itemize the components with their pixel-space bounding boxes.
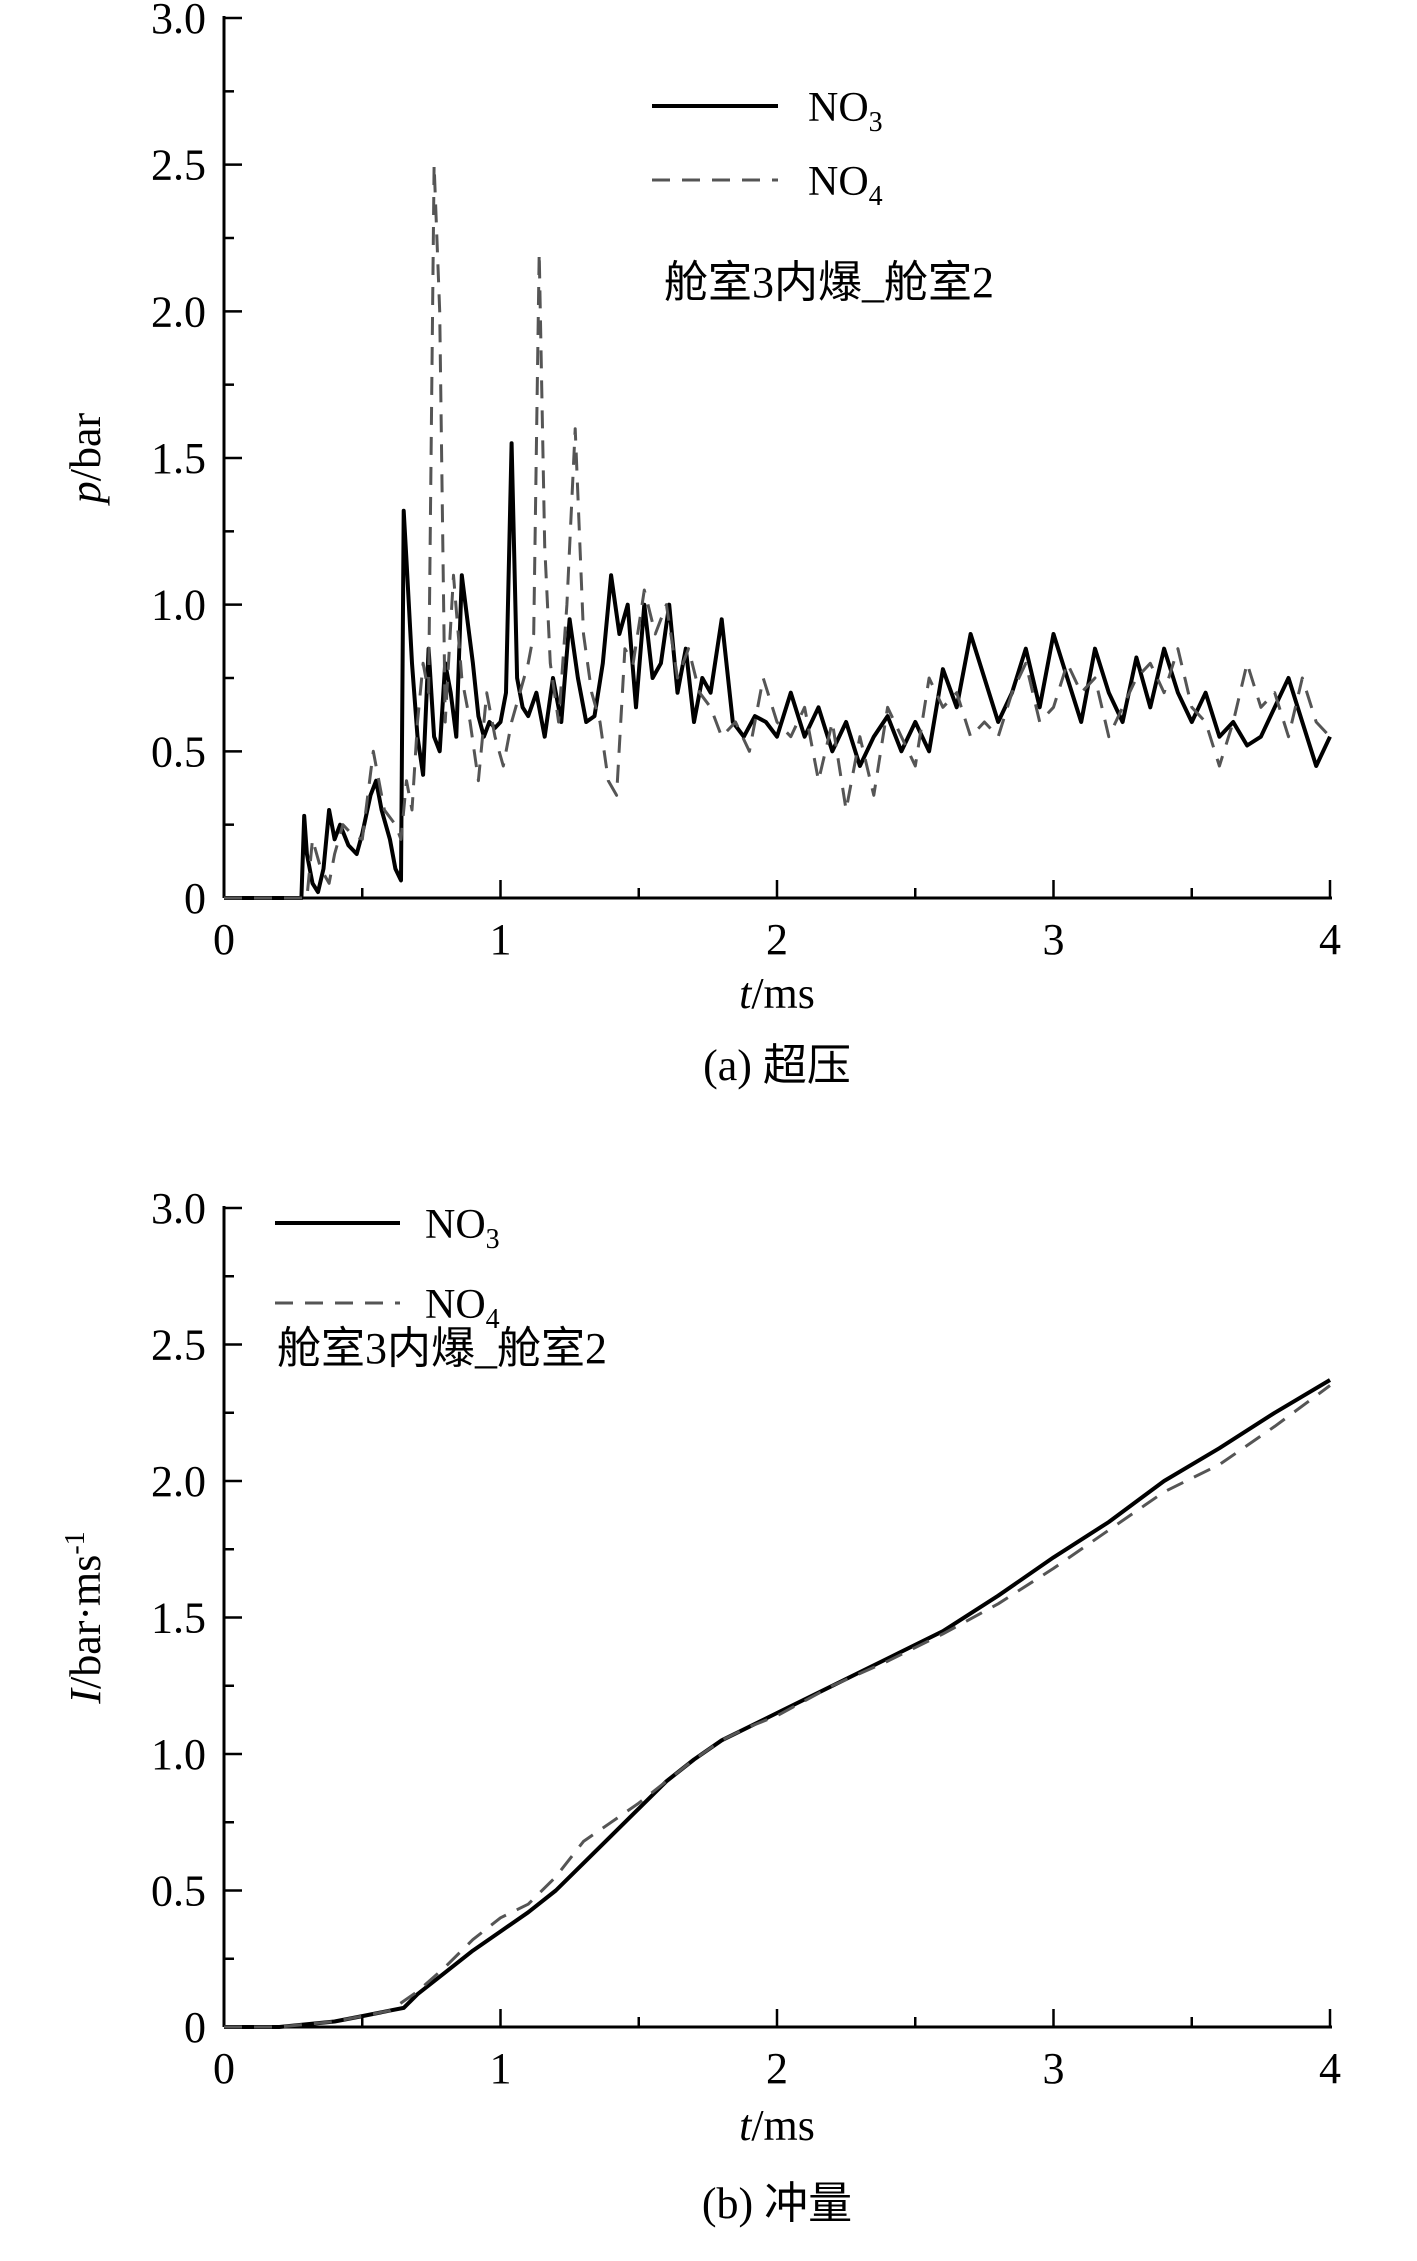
- axes: 0 0.5 1.0 1.5 2.0 2.5 3.0 0 1 2 3 4: [151, 0, 1341, 964]
- x-axis-var: t: [739, 969, 753, 1018]
- chart-panel-b: 0 0.5 1.0 1.5 2.0 2.5 3.0 0 1 2 3 4 t/ms I/bar·ms-1 NO…: [60, 1184, 1341, 2228]
- figure-caption: (b) 冲量: [702, 2179, 852, 2228]
- y-tick-label: 0.5: [151, 727, 206, 776]
- series-line-no4: [224, 1384, 1331, 2029]
- x-tick-label: 4: [1319, 915, 1341, 964]
- y-tick-label: 2.0: [151, 1457, 206, 1506]
- x-tick-label: 3: [1043, 915, 1065, 964]
- y-axis-unit-sup: -1: [60, 1531, 91, 1554]
- y-tick-label: 1.0: [151, 1730, 206, 1779]
- y-tick-label: 2.5: [151, 141, 206, 190]
- chart-panel-a: 00.51.01.52.02.53.00 1 2 3 4t/msp/barNO3NO4舱…: [61, 0, 1341, 1090]
- x-axis-unit: /ms: [751, 2101, 815, 2150]
- legend-label-no3: NO3: [425, 1202, 500, 1255]
- y-tick-label: 2.5: [151, 1321, 206, 1370]
- x-tick-label: 2: [766, 2044, 788, 2093]
- legend: NO3 NO4: [275, 1202, 500, 1335]
- figure-caption: (a) 超压: [703, 1041, 851, 1090]
- y-tick-label: 3.0: [151, 1184, 206, 1233]
- y-axis-title: p/bar: [61, 412, 110, 506]
- y-axis-unit: /bar·ms: [61, 1555, 110, 1689]
- y-axis-var: p: [61, 481, 110, 506]
- y-tick-label: 0.5: [151, 1867, 206, 1916]
- series-line-no4: [224, 163, 1332, 900]
- x-tick-label: 0: [213, 2044, 235, 2093]
- x-tick-label: 3: [1043, 2044, 1065, 2093]
- x-tick-label: 1: [490, 915, 512, 964]
- y-axis-title: I/bar·ms-1: [60, 1531, 110, 1704]
- x-tick-label: 1: [490, 2044, 512, 2093]
- x-axis-unit: /ms: [751, 969, 815, 1018]
- series-line-no3: [224, 441, 1332, 900]
- y-tick-label: 0: [184, 874, 206, 923]
- series-line-no3: [224, 1378, 1332, 2029]
- x-tick-label: 0: [213, 915, 235, 964]
- chart-annotation: 舱室3内爆_舱室2: [664, 258, 994, 307]
- x-axis-var: t: [739, 2101, 753, 2150]
- x-axis-title: t/ms: [739, 2101, 815, 2150]
- y-tick-label: 1.0: [151, 581, 206, 630]
- x-axis-title: t/ms: [739, 969, 815, 1018]
- y-axis-unit: /bar: [61, 412, 110, 481]
- axes: 0 0.5 1.0 1.5 2.0 2.5 3.0 0 1 2 3 4: [151, 1184, 1341, 2093]
- y-tick-label: 0: [184, 2003, 206, 2052]
- legend-label-no4: NO4: [808, 159, 883, 212]
- y-tick-label: 1.5: [151, 434, 206, 483]
- y-tick-label: 3.0: [151, 0, 206, 43]
- legend-label-no3: NO3: [808, 85, 883, 138]
- y-axis-var: I: [61, 1687, 110, 1705]
- x-tick-label: 2: [766, 915, 788, 964]
- y-tick-label: 1.5: [151, 1594, 206, 1643]
- x-tick-label: 4: [1319, 2044, 1341, 2093]
- legend-label-no4: NO4: [425, 1282, 500, 1335]
- y-tick-label: 2.0: [151, 287, 206, 336]
- chart-annotation: 舱室3内爆_舱室2: [277, 1324, 607, 1373]
